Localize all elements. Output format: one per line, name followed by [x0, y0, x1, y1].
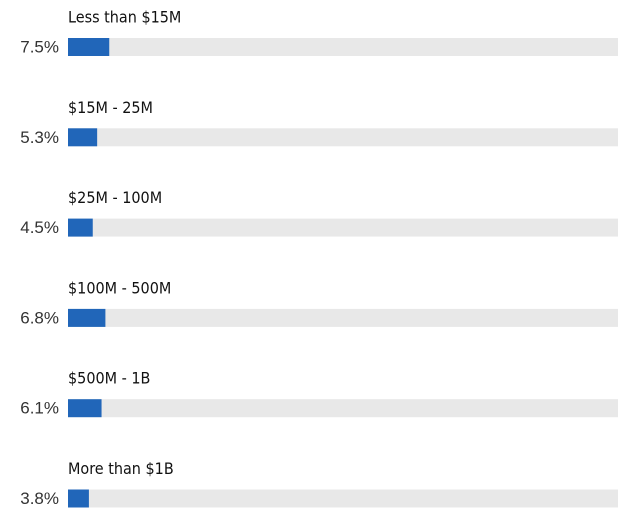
bar-track [68, 128, 618, 147]
value-label: 6.1% [20, 399, 59, 418]
bar [68, 38, 110, 56]
bar-track [68, 218, 618, 237]
value-label: 4.5% [20, 218, 59, 237]
value-label: 7.5% [20, 37, 59, 56]
category-label: $25M - 100M [68, 188, 162, 207]
bar-track [68, 399, 618, 418]
value-label: 6.8% [20, 308, 59, 327]
category-label: $15M - 25M [68, 98, 153, 117]
value-label: 5.3% [20, 128, 59, 147]
value-label: 3.8% [20, 489, 59, 508]
bar [68, 489, 89, 508]
category-label: $100M - 500M [68, 278, 171, 297]
bar [68, 218, 93, 237]
category-label: Less than $15M [68, 8, 181, 27]
bar [68, 128, 98, 147]
category-label: More than $1B [68, 459, 174, 478]
bar [68, 308, 106, 327]
bar-track [68, 489, 618, 508]
category-label: $500M - 1B [68, 369, 150, 388]
bar-track [68, 308, 618, 327]
bar-track [68, 38, 618, 56]
bar [68, 399, 102, 418]
